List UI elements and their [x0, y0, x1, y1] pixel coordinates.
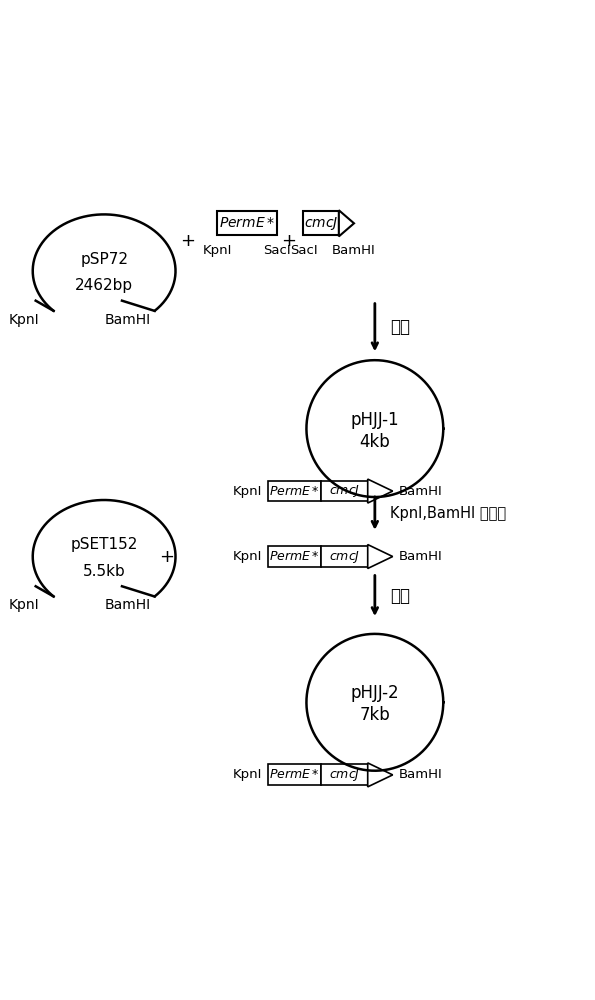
Polygon shape: [368, 545, 393, 568]
Text: SacI: SacI: [290, 244, 317, 257]
Text: KpnI: KpnI: [233, 768, 262, 781]
Text: pHJJ-2: pHJJ-2: [350, 684, 399, 702]
Text: 4kb: 4kb: [359, 433, 390, 451]
Text: KpnI,BamHI 双酶切: KpnI,BamHI 双酶切: [390, 506, 506, 521]
Text: pSP72: pSP72: [80, 252, 128, 267]
FancyBboxPatch shape: [217, 211, 277, 235]
FancyBboxPatch shape: [268, 481, 321, 501]
Text: $cmcJ$: $cmcJ$: [329, 483, 360, 499]
Text: BamHI: BamHI: [399, 550, 443, 563]
Text: $PermE*$: $PermE*$: [219, 216, 275, 230]
Text: 连接: 连接: [390, 587, 410, 605]
Text: BamHI: BamHI: [399, 768, 443, 781]
Polygon shape: [368, 763, 393, 787]
Text: $cmcJ$: $cmcJ$: [304, 215, 339, 232]
FancyBboxPatch shape: [321, 764, 368, 785]
Text: BamHI: BamHI: [332, 244, 376, 257]
Text: KpnI: KpnI: [8, 313, 39, 327]
Text: BamHI: BamHI: [105, 313, 151, 327]
Text: 5.5kb: 5.5kb: [83, 564, 126, 579]
FancyBboxPatch shape: [321, 546, 368, 567]
Polygon shape: [339, 210, 354, 236]
Text: BamHI: BamHI: [399, 485, 443, 498]
Text: 7kb: 7kb: [359, 706, 390, 724]
Text: +: +: [180, 232, 195, 250]
Text: 2462bp: 2462bp: [75, 278, 133, 293]
Text: $PermE*$: $PermE*$: [269, 485, 320, 498]
FancyBboxPatch shape: [303, 211, 339, 235]
FancyBboxPatch shape: [268, 546, 321, 567]
Text: KpnI: KpnI: [233, 550, 262, 563]
Text: pHJJ-1: pHJJ-1: [350, 411, 399, 429]
FancyBboxPatch shape: [268, 764, 321, 785]
Text: SacI: SacI: [263, 244, 290, 257]
Text: KpnI: KpnI: [8, 598, 39, 612]
Text: +: +: [159, 548, 174, 566]
Text: pSET152: pSET152: [70, 537, 138, 552]
Polygon shape: [368, 479, 393, 503]
Text: $PermE*$: $PermE*$: [269, 550, 320, 563]
Text: +: +: [281, 232, 296, 250]
Text: BamHI: BamHI: [105, 598, 151, 612]
Text: $cmcJ$: $cmcJ$: [329, 767, 360, 783]
Text: KpnI: KpnI: [202, 244, 232, 257]
Text: 连接: 连接: [390, 318, 410, 336]
Text: $cmcJ$: $cmcJ$: [329, 549, 360, 565]
Text: KpnI: KpnI: [233, 485, 262, 498]
FancyBboxPatch shape: [321, 481, 368, 501]
Text: $PermE*$: $PermE*$: [269, 768, 320, 781]
